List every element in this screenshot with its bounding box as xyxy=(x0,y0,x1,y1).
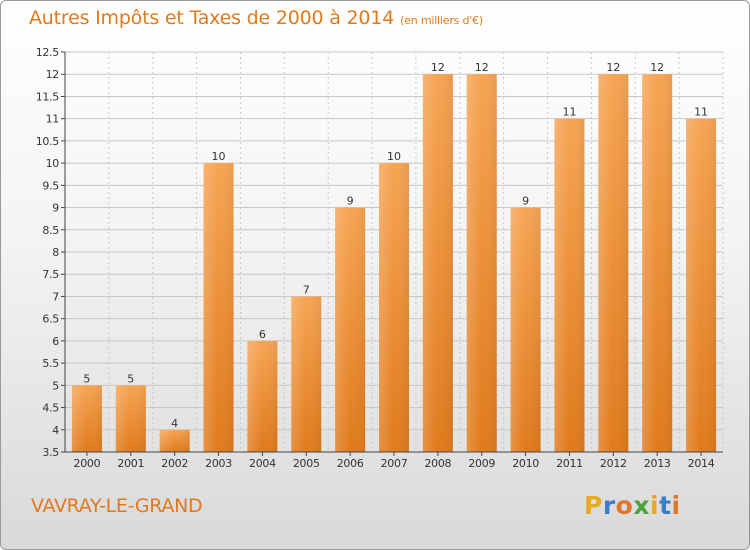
bar-value-label: 12 xyxy=(431,61,445,74)
bar-shade-2001 xyxy=(115,385,146,452)
y-tick-label: 6.5 xyxy=(42,313,59,326)
x-tick-label: 2012 xyxy=(600,457,627,470)
bar-shade-2008 xyxy=(422,74,453,452)
x-tick-label: 2000 xyxy=(74,457,101,470)
logo-letter: x xyxy=(633,491,650,520)
bar-value-label: 10 xyxy=(212,150,226,163)
x-tick-label: 2013 xyxy=(644,457,671,470)
y-tick-label: 7 xyxy=(52,290,59,303)
chart-title-text: Autres Impôts et Taxes de 2000 à 2014 xyxy=(29,7,395,29)
bar-value-label: 5 xyxy=(127,372,134,385)
axis-layer: 3.5 4 4.5 5 5.5 6 6.5 7 7.5 8 8.5 9 9.5 10 10.5 11 11.5 1… xyxy=(36,46,723,470)
y-tick-label: 4.5 xyxy=(42,402,59,415)
y-tick-label: 3.5 xyxy=(42,446,59,459)
bar-value-label: 4 xyxy=(171,417,178,430)
bar-value-label: 11 xyxy=(694,106,708,119)
y-tick-label: 6 xyxy=(52,335,59,348)
y-tick-label: 11.5 xyxy=(36,90,60,103)
x-tick-label: 2009 xyxy=(468,457,495,470)
chart-title: Autres Impôts et Taxes de 2000 à 2014 (en… xyxy=(29,7,483,29)
logo-letter: P xyxy=(584,491,603,520)
logo-letter: t xyxy=(659,491,672,520)
x-tick-label: 2014 xyxy=(688,457,715,470)
y-tick-label: 10.5 xyxy=(36,135,60,148)
y-tick-label: 9 xyxy=(52,202,59,215)
x-tick-label: 2007 xyxy=(381,457,408,470)
bar-value-label: 12 xyxy=(650,61,664,74)
y-tick-label: 12.5 xyxy=(36,46,60,59)
x-tick-label: 2008 xyxy=(424,457,451,470)
bar-shade-2006 xyxy=(335,207,366,452)
bar-shade-2009 xyxy=(466,74,497,452)
bar-value-label: 6 xyxy=(259,328,266,341)
bar-value-label: 5 xyxy=(83,372,90,385)
bar-value-label: 9 xyxy=(522,195,529,208)
bar-shade-2002 xyxy=(159,429,190,452)
bar-shade-2003 xyxy=(203,163,234,452)
y-tick-label: 11 xyxy=(46,113,59,126)
x-tick-label: 2006 xyxy=(337,457,364,470)
logo-letter: i xyxy=(650,491,660,520)
bar-shade-2000 xyxy=(71,385,102,452)
y-tick-label: 12 xyxy=(46,68,59,81)
bar-shade-2005 xyxy=(291,296,322,452)
y-tick-label: 9.5 xyxy=(42,179,59,192)
bar-value-label: 10 xyxy=(387,150,401,163)
proxiti-logo: Proxiti xyxy=(584,491,681,520)
x-tick-label: 2011 xyxy=(556,457,583,470)
x-tick-label: 2001 xyxy=(117,457,144,470)
y-tick-label: 8 xyxy=(52,246,59,259)
y-tick-label: 8.5 xyxy=(42,224,59,237)
commune-name: VAVRAY-LE-GRAND xyxy=(31,495,203,517)
bar-value-label: 9 xyxy=(347,195,354,208)
bar-shade-2010 xyxy=(510,207,541,452)
bar-shade-2014 xyxy=(686,118,717,453)
y-tick-label: 10 xyxy=(46,157,60,170)
bar-shade-2012 xyxy=(598,74,629,452)
logo-letter: o xyxy=(615,491,634,520)
x-tick-label: 2004 xyxy=(249,457,276,470)
bar-shade-2011 xyxy=(554,118,585,453)
bar-value-label: 12 xyxy=(606,61,620,74)
logo-letter: r xyxy=(602,491,616,520)
bar-value-label: 7 xyxy=(303,283,310,296)
bar-shade-2013 xyxy=(642,74,673,452)
x-tick-label: 2002 xyxy=(161,457,188,470)
bar-shade-2007 xyxy=(379,163,409,452)
y-tick-label: 5.5 xyxy=(42,357,59,370)
y-tick-label: 7.5 xyxy=(42,268,59,281)
y-tick-label: 5 xyxy=(52,379,59,392)
x-tick-label: 2010 xyxy=(512,457,539,470)
x-tick-label: 2005 xyxy=(293,457,320,470)
logo-letter: i xyxy=(671,491,681,520)
bar-value-label: 11 xyxy=(562,106,576,119)
bar-shade-2004 xyxy=(247,340,278,452)
unit-note: (en milliers d'€) xyxy=(400,14,483,27)
x-tick-label: 2003 xyxy=(205,457,232,470)
bar-value-label: 12 xyxy=(475,61,489,74)
y-tick-label: 4 xyxy=(52,424,59,437)
bars-layer: 5 5 4 10 6 7 9 10 12 12 9 11 12 12 11 xyxy=(71,61,717,453)
